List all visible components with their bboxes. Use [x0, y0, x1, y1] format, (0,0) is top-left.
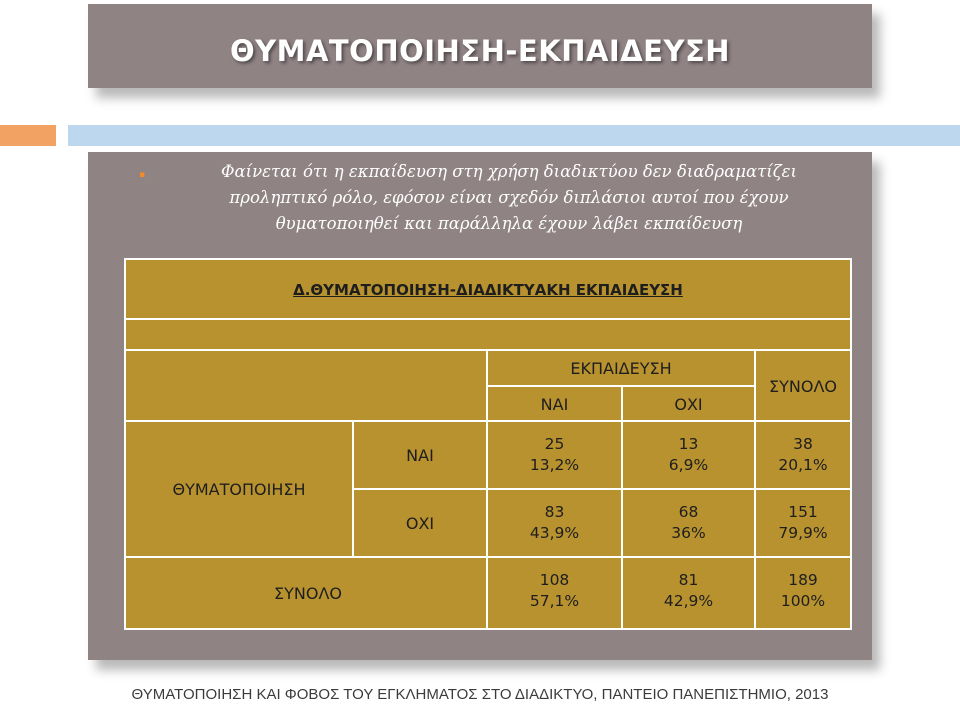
cell-percent: 13,2%: [529, 456, 580, 474]
cell-percent: 57,1%: [529, 592, 580, 610]
cell-percent: 79,9%: [778, 524, 828, 542]
cell-total-total: 189 100%: [755, 557, 851, 629]
cell-count: 151: [788, 503, 818, 521]
table-spacer-row: [125, 319, 851, 350]
cell-percent: 43,9%: [529, 524, 580, 542]
col-group-label: ΕΚΠΑΙΔΕΥΣΗ: [570, 359, 672, 378]
slide-title: ΘΥΜΑΤΟΠΟΙΗΣΗ-ΕΚΠΑΙΔΕΥΣΗ: [229, 34, 731, 68]
cell-percent: 6,9%: [668, 456, 709, 474]
cell-yes-total: 38 20,1%: [755, 421, 851, 489]
table-title-cell: Δ.ΘΥΜΑΤΟΠΟΙΗΣΗ-ΔΙΑΔΙΚΤΥΑΚΗ ΕΚΠΑΙΔΕΥΣΗ: [125, 259, 851, 319]
cell-no-yes: 83 43,9%: [487, 489, 622, 557]
cell-percent: 42,9%: [663, 592, 714, 610]
row-group-label: ΘΥΜΑΤΟΠΟΙΗΣΗ: [172, 480, 306, 499]
cell-count: 38: [793, 435, 813, 453]
cell-count: 189: [788, 571, 818, 589]
cell-no-no: 68 36%: [622, 489, 755, 557]
col-no-label: ΟΧΙ: [674, 395, 703, 414]
title-banner: ΘΥΜΑΤΟΠΟΙΗΣΗ-ΕΚΠΑΙΔΕΥΣΗ: [88, 4, 872, 88]
slide-footer: ΘΥΜΑΤΟΠΟΙΗΣΗ ΚΑΙ ΦΟΒΟΣ ΤΟΥ ΕΓΚΛΗΜΑΤΟΣ ΣΤ…: [131, 686, 829, 703]
cell-count: 25: [544, 435, 565, 453]
cell-count: 68: [678, 503, 699, 521]
col-header-total: ΣΥΝΟΛΟ: [755, 350, 851, 421]
cell-count: 81: [678, 571, 699, 589]
accent-bar-blue: [68, 125, 960, 146]
col-total-label: ΣΥΝΟΛΟ: [769, 377, 837, 396]
cell-count: 108: [539, 571, 570, 589]
cell-total-no: 81 42,9%: [622, 557, 755, 629]
table-corner-cell: [125, 350, 487, 421]
col-yes-label: ΝΑΙ: [540, 395, 569, 414]
cell-yes-yes: 25 13,2%: [487, 421, 622, 489]
cell-count: 83: [544, 503, 565, 521]
accent-bar-orange: [0, 125, 56, 146]
cross-table: Δ.ΘΥΜΑΤΟΠΟΙΗΣΗ-ΔΙΑΔΙΚΤΥΑΚΗ ΕΚΠΑΙΔΕΥΣΗ ΕΚ…: [124, 258, 852, 630]
cell-no-total: 151 79,9%: [755, 489, 851, 557]
cell-yes-no: 13 6,9%: [622, 421, 755, 489]
cell-count: 13: [678, 435, 699, 453]
cell-percent: 100%: [780, 592, 826, 610]
cell-percent: 20,1%: [778, 456, 828, 474]
bullet-icon: ▪: [139, 170, 146, 180]
col-header-no: ΟΧΙ: [622, 386, 755, 421]
table-title: Δ.ΘΥΜΑΤΟΠΟΙΗΣΗ-ΔΙΑΔΙΚΤΥΑΚΗ ΕΚΠΑΙΔΕΥΣΗ: [293, 281, 683, 299]
row-no-label: ΟΧΙ: [405, 514, 435, 533]
row-header-total: ΣΥΝΟΛΟ: [125, 557, 487, 629]
col-group-education: ΕΚΠΑΙΔΕΥΣΗ: [487, 350, 755, 386]
row-total-label: ΣΥΝΟΛΟ: [274, 584, 342, 603]
row-header-no: ΟΧΙ: [353, 489, 487, 557]
row-group-victimization: ΘΥΜΑΤΟΠΟΙΗΣΗ: [125, 421, 353, 557]
cell-total-yes: 108 57,1%: [487, 557, 622, 629]
bullet-text: Φαίνεται ότι η εκπαίδευση στη χρήση διαδ…: [220, 162, 797, 233]
col-header-yes: ΝΑΙ: [487, 386, 622, 421]
row-yes-label: ΝΑΙ: [406, 446, 434, 465]
cell-percent: 36%: [671, 524, 706, 542]
row-header-yes: ΝΑΙ: [353, 421, 487, 489]
